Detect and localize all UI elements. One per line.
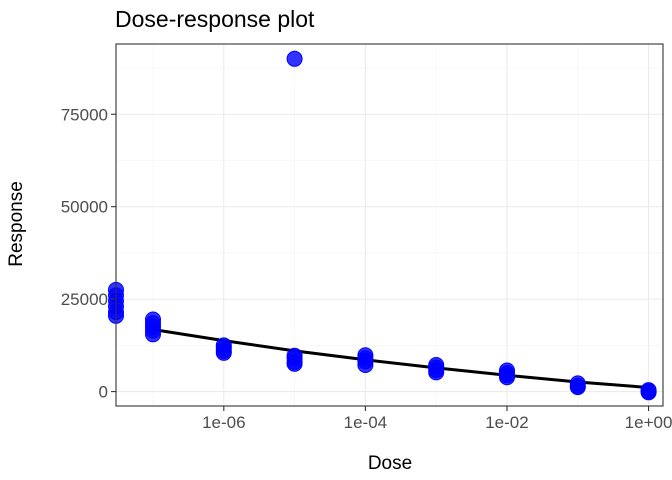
fit-curve-layer	[152, 328, 649, 389]
axis-ticks: 1e-06 1e-04 1e-02 1e+00 0 25000 50000 75000	[61, 105, 672, 432]
x-tick-label: 1e-04	[344, 413, 387, 432]
x-axis-title: Dose	[368, 453, 412, 474]
x-tick-label: 1e-02	[485, 413, 528, 432]
y-tick-label: 75000	[61, 105, 108, 124]
y-tick-label: 50000	[61, 198, 108, 217]
data-point	[357, 357, 374, 373]
data-point	[428, 364, 445, 381]
data-point	[286, 50, 303, 67]
y-tick-label: 25000	[61, 290, 108, 309]
y-tick-label: 0	[99, 383, 108, 402]
data-point	[215, 344, 232, 361]
data-point	[286, 355, 303, 372]
points-layer	[108, 50, 657, 401]
data-point	[145, 326, 161, 343]
x-tick-label: 1e-06	[202, 413, 245, 432]
y-axis-title: Response	[6, 181, 27, 267]
x-tick-label: 1e+00	[625, 413, 672, 432]
chart-title: Dose-response plot	[115, 6, 315, 32]
plot-panel-border	[115, 43, 664, 407]
data-point	[499, 369, 515, 386]
fitted-curve-line	[152, 328, 649, 389]
data-point	[569, 379, 586, 396]
data-point	[640, 384, 657, 401]
grid	[116, 44, 663, 406]
